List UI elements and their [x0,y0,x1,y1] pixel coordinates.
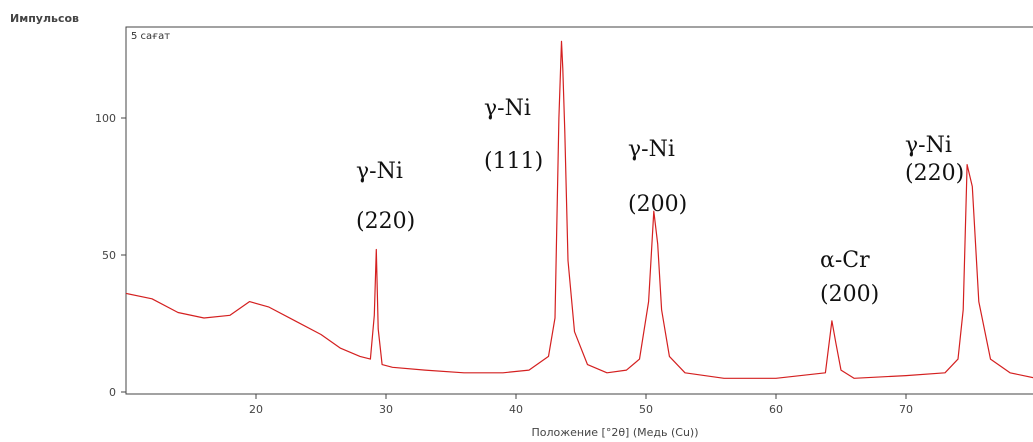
plot-frame [125,26,1033,395]
box-label: 5 сағат [131,31,170,42]
y-tick-label: 0 [109,386,116,399]
x-tick-label: 70 [899,403,913,416]
x-axis-label: Положение [°2θ] (Медь (Cu)) [531,426,698,439]
y-tick-label: 100 [95,112,116,125]
peak-annotations: γ-Ni (220) γ-Ni (111) γ-Ni (200) α-Cr (2… [356,96,964,307]
annotation-line2: (220) [356,209,415,234]
x-tick-label: 60 [769,403,783,416]
y-tick-label: 50 [102,249,116,262]
y-axis-label: Импульсов [10,12,79,25]
y-ticks: 0 50 100 [95,112,126,399]
annotation-line2: (200) [820,282,879,307]
annotation-line1: γ-Ni [628,137,675,162]
x-ticks: 20 30 40 50 60 70 [249,394,913,416]
annotation-line1: α-Cr [820,248,870,273]
annotation-line1: γ-Ni [484,96,531,121]
x-tick-label: 20 [249,403,263,416]
x-tick-label: 30 [379,403,393,416]
annotation-line1: γ-Ni [356,159,403,184]
x-tick-label: 40 [509,403,523,416]
annotation-line2: (111) [484,149,543,174]
series-line [125,40,1033,379]
annotation-line2: (220) [905,161,964,186]
annotation-line1: γ-Ni [905,133,952,158]
annotation-line2: (200) [628,192,687,217]
x-tick-label: 50 [639,403,653,416]
